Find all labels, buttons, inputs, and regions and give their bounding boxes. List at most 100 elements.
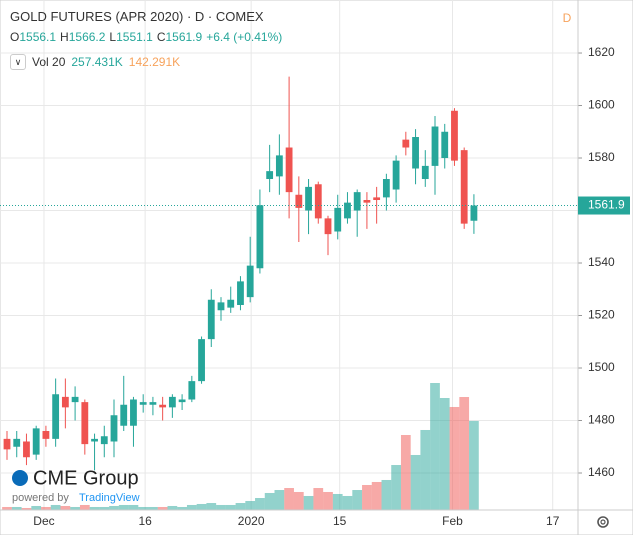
y-tick-label: 1520 (588, 308, 615, 322)
candle-body (295, 194, 303, 208)
volume-bar (50, 504, 61, 510)
volume-bar (138, 506, 149, 510)
volume-bar (245, 501, 256, 510)
volume-bar (41, 506, 51, 510)
candle-body (256, 205, 264, 269)
y-tick-label: 1460 (588, 465, 615, 479)
y-tick-label: 1620 (588, 45, 615, 59)
candle-body (266, 171, 274, 180)
x-tick-label: Feb (442, 514, 463, 528)
candle-body (139, 402, 147, 405)
candle-body (392, 160, 400, 190)
volume-legend: ∨ Vol 20 257.431K 142.291K (10, 54, 180, 70)
candle-body (120, 404, 128, 426)
candle-body (344, 202, 351, 219)
ohlc-legend: O1556.1 H1566.2 L1551.1 C1561.9 +6.4 (+0.41%… (10, 30, 282, 44)
ohlc-value: 1556.1 (19, 30, 57, 44)
collapse-button[interactable]: ∨ (10, 54, 26, 70)
volume-bar (99, 506, 110, 510)
volume-bar (410, 454, 421, 510)
y-tick-label: 1540 (588, 255, 615, 269)
y-tick-label: 1600 (588, 98, 615, 112)
volume-name: Vol 20 (32, 55, 66, 69)
candle-body (314, 184, 322, 219)
candle-body (42, 430, 50, 439)
volume-bar (186, 504, 197, 510)
resolution-badge: D (563, 11, 572, 25)
symbol-title: GOLD FUTURES (APR 2020) · D · COMEX (10, 9, 264, 24)
candle-body (285, 147, 293, 193)
volume-bar (70, 506, 80, 510)
volume-bar (255, 498, 265, 510)
powered-by: powered by (12, 492, 69, 504)
candle-body (353, 192, 361, 211)
volume-bar (371, 481, 382, 510)
settings-icon[interactable] (597, 516, 609, 528)
volume-bar (235, 503, 246, 510)
ohlc-prefix: O (10, 30, 20, 44)
volume-bar (420, 429, 431, 510)
volume-bar (167, 505, 178, 510)
candle-body (23, 441, 30, 458)
volume-bar (430, 383, 440, 510)
volume-bar (400, 435, 411, 510)
candle-body (227, 299, 235, 308)
candle-body (412, 137, 419, 169)
gear[interactable] (597, 516, 609, 528)
ohlc-value: 1566.2 (68, 30, 106, 44)
volume-bar (196, 503, 207, 510)
candle-body (402, 139, 410, 148)
candle-body (441, 131, 449, 159)
candle-body (149, 402, 157, 405)
x-tick-label: 17 (546, 514, 560, 528)
candle-body (382, 179, 390, 198)
x-tick-label: 15 (333, 514, 347, 528)
change-label: +6.4 (+0.41%) (206, 30, 283, 44)
candle-body (217, 302, 225, 311)
logo: CME Group powered by TradingView (12, 467, 140, 504)
candle-body (305, 186, 312, 211)
logo-text: CME Group (33, 467, 139, 489)
volume-bar (206, 503, 217, 510)
candle-body (431, 126, 439, 166)
volume-bar (342, 495, 353, 510)
candle-body (421, 165, 429, 180)
volume-bar (264, 492, 275, 510)
volume-bar (21, 507, 32, 510)
candle-body (470, 205, 478, 221)
volume-bar (352, 490, 363, 510)
volume-bar (225, 504, 236, 510)
volume-bar (109, 505, 119, 510)
gear-hub[interactable] (600, 519, 606, 525)
ohlc-prefix: C (156, 30, 166, 44)
volume-bar (128, 504, 139, 510)
x-tick-label: Dec (33, 514, 54, 528)
volume-bar (362, 485, 372, 510)
candle-body (275, 155, 283, 177)
volume-bar (274, 490, 285, 510)
volume-bar (11, 506, 22, 510)
volume-bar (216, 504, 226, 510)
volume-ma: 142.291K (128, 55, 181, 69)
volume-bar (303, 495, 314, 510)
volume-bar (459, 397, 470, 510)
candle-body (363, 200, 371, 203)
candle-body (207, 299, 215, 340)
candle-body (246, 265, 254, 298)
candle-body (32, 428, 40, 455)
candle-body (3, 438, 11, 450)
volume-bar (60, 505, 71, 510)
candle-body (168, 396, 176, 408)
volume-bar (391, 465, 401, 510)
last-price-label: 1561.9 (588, 198, 625, 212)
volume-bar (284, 488, 294, 510)
volume-value: 257.431K (71, 55, 123, 69)
volume-bar (332, 493, 343, 510)
ohlc-value: 1551.1 (116, 30, 153, 44)
logo-globe (12, 470, 28, 486)
volume-bar (323, 491, 333, 510)
volume-bar (31, 505, 42, 510)
